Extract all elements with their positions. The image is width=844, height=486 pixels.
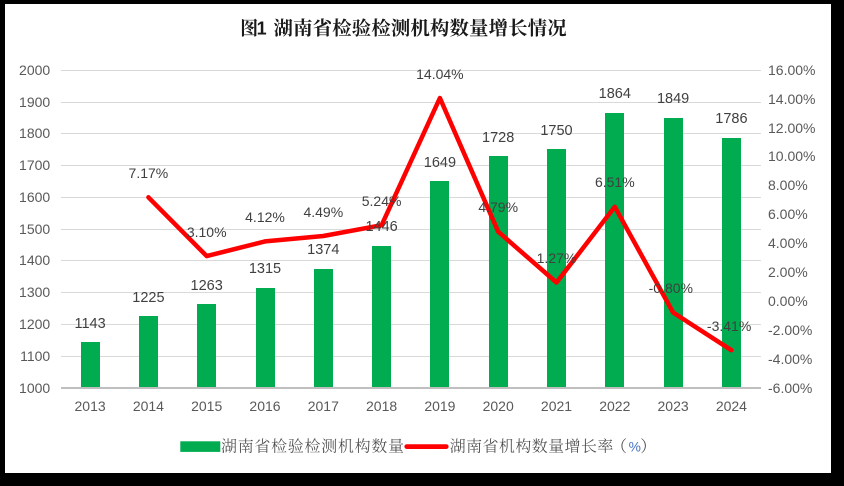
svg-text:%: % (629, 439, 641, 454)
svg-text:1: 1 (257, 19, 267, 39)
